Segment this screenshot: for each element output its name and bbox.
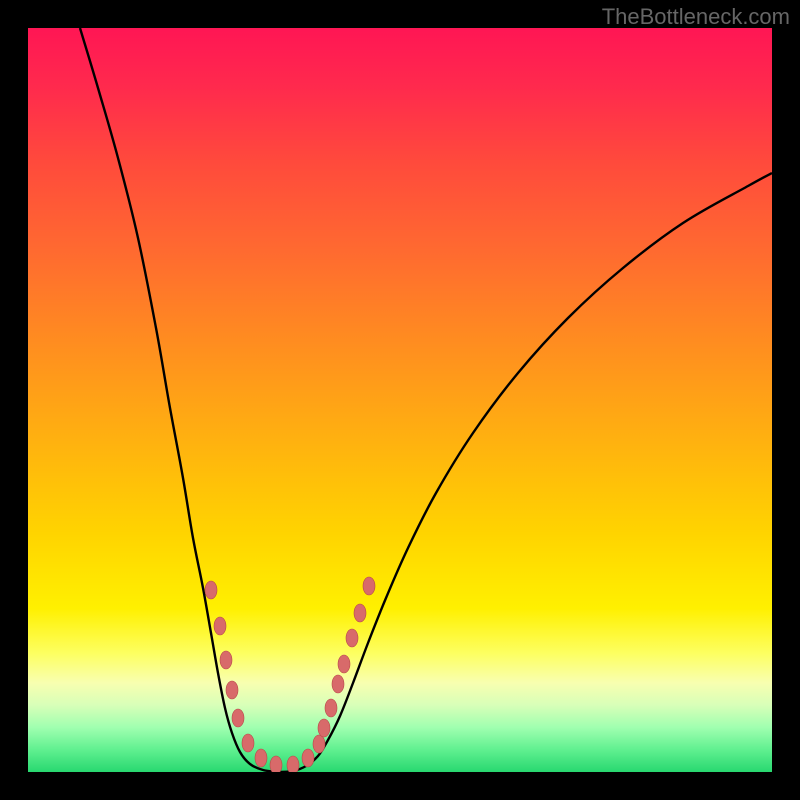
marker-cluster	[205, 577, 375, 772]
data-marker	[346, 629, 358, 647]
left-curve	[80, 28, 278, 772]
bottleneck-chart	[28, 28, 772, 772]
data-marker	[220, 651, 232, 669]
data-marker	[242, 734, 254, 752]
data-marker	[232, 709, 244, 727]
data-marker	[318, 719, 330, 737]
data-marker	[325, 699, 337, 717]
data-marker	[287, 756, 299, 772]
curve-layer	[28, 28, 772, 772]
data-marker	[332, 675, 344, 693]
data-marker	[354, 604, 366, 622]
watermark-text: TheBottleneck.com	[602, 4, 790, 30]
data-marker	[255, 749, 267, 767]
data-marker	[205, 581, 217, 599]
data-marker	[226, 681, 238, 699]
chart-frame	[28, 28, 772, 772]
data-marker	[302, 749, 314, 767]
right-curve	[278, 173, 772, 772]
data-marker	[338, 655, 350, 673]
data-marker	[363, 577, 375, 595]
data-marker	[270, 756, 282, 772]
data-marker	[313, 735, 325, 753]
data-marker	[214, 617, 226, 635]
